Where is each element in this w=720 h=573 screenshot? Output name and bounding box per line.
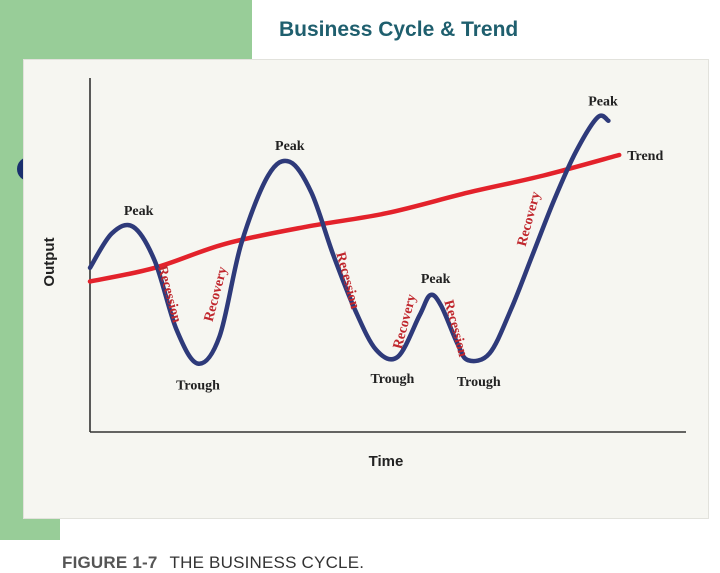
point-label: Peak [124, 204, 154, 219]
cycle-line [87, 113, 611, 366]
y-axis-label: Output [41, 237, 58, 286]
point-label: Trend [627, 149, 663, 164]
chart-axes: Time Output [41, 78, 686, 470]
slide-title: Business Cycle & Trend [279, 18, 519, 41]
point-label: Peak [275, 139, 305, 154]
figure-caption: FIGURE 1-7 THE BUSINESS CYCLE. [62, 553, 364, 573]
trend-line [87, 152, 622, 284]
cycle-series [87, 113, 611, 366]
business-cycle-chart: Time Output Peak Trough Peak Trough Peak Troug… [41, 78, 686, 470]
phase-label: Recession [154, 264, 184, 324]
point-label: Trough [370, 372, 414, 387]
point-label: Trough [457, 375, 501, 390]
trend-series [87, 152, 622, 284]
figure-caption-text: THE BUSINESS CYCLE. [169, 553, 365, 572]
point-label: Trough [176, 379, 220, 394]
phase-label: Recession [332, 250, 362, 310]
point-label: Peak [421, 272, 451, 287]
figure-photo: Time Output Peak Trough Peak Trough Peak Troug… [24, 60, 708, 572]
point-label: Peak [588, 94, 618, 109]
phase-label: Recession [440, 298, 470, 358]
figure-label: FIGURE 1-7 [62, 553, 158, 572]
x-axis-label: Time [369, 453, 404, 470]
